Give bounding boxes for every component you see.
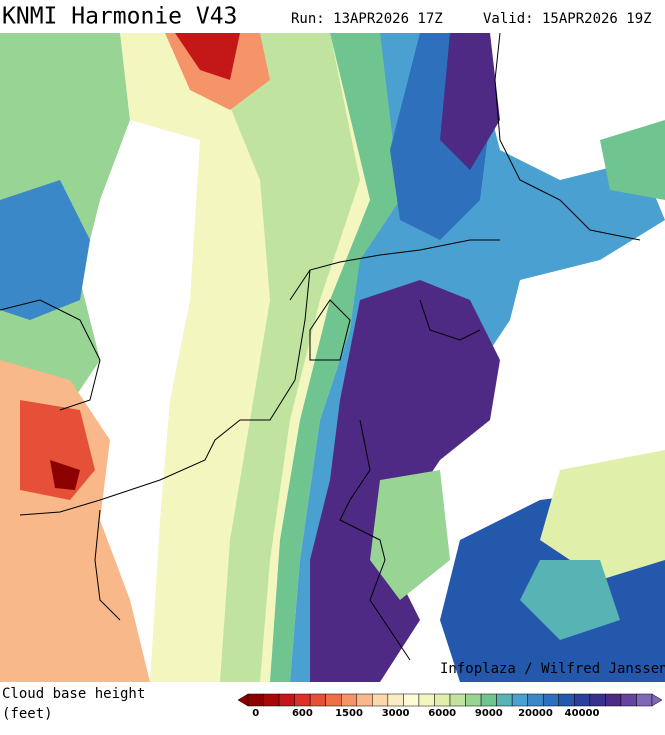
colorbar-segment [372,693,389,707]
colorbar-segment [418,693,435,707]
colorbar-segment [496,693,513,707]
colorbar-tick-label: 600 [292,708,313,719]
colorbar-segment [325,693,342,707]
colorbar-segment [542,693,560,707]
colorbar-tick-label: 40000 [565,708,600,719]
colorbar-segment [636,693,653,707]
colorbar-segment [387,693,404,707]
colorbar-segment [480,693,497,707]
colorbar-segment [403,693,420,707]
map [0,32,665,682]
colorbar-segment [574,693,591,707]
colorbar: 0 600 1500 3000 6000 9000 20000 40000 [237,693,663,719]
colorbar-segment [294,693,311,707]
colorbar-segment [449,693,466,707]
colorbar-segment [278,693,295,707]
colorbar-segment [620,693,637,707]
colorbar-tick-label: 1500 [335,708,363,719]
colorbar-segment [465,693,482,707]
colorbar-segment [589,693,606,707]
credit: Infoplaza / Wilfred Janssen [440,661,665,677]
colorbar-segment [558,693,575,707]
colorbar-segment [247,693,264,707]
colorbar-segment [527,693,544,707]
colorbar-segment [511,693,528,707]
legend-label: Cloud base height [2,686,145,702]
colorbar-tick-label: 6000 [428,708,456,719]
colorbar-arrow [651,693,663,707]
colorbar-segment [356,693,373,707]
colorbar-tick-label: 9000 [475,708,503,719]
colorbar-tick-label: 0 [252,708,259,719]
colorbar-segment [434,693,451,707]
colorbar-arrow [237,693,249,707]
colorbar-segment [340,693,358,707]
title: KNMI Harmonie V43 [2,4,237,30]
colorbar-tick-label: 3000 [382,708,410,719]
colorbar-tick-label: 20000 [518,708,553,719]
colorbar-segment [263,693,280,707]
run-time: Run: 13APR2026 17Z [291,11,443,27]
colorbar-segment [309,693,326,707]
legend-unit: (feet) [2,706,53,722]
colorbar-segment [605,693,622,707]
valid-time: Valid: 15APR2026 19Z [483,11,652,27]
